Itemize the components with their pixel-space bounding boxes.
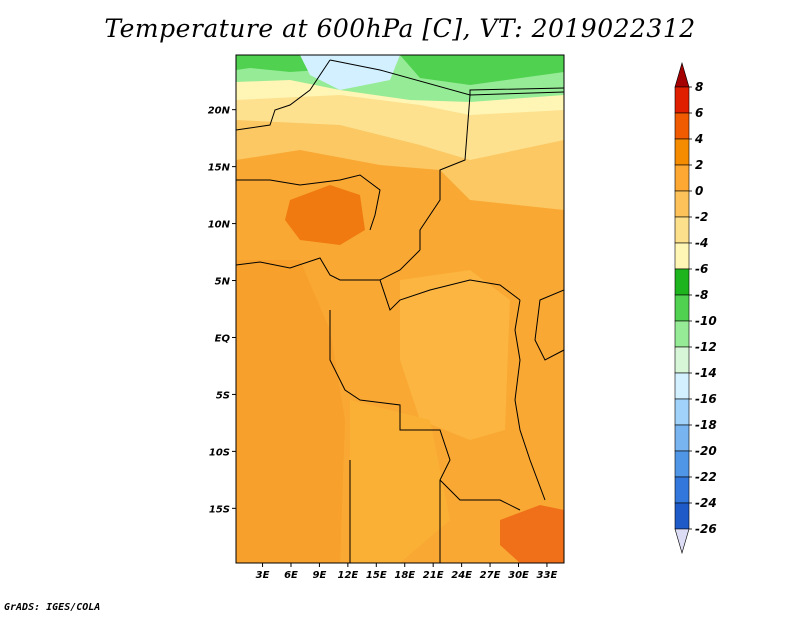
border-chad-sudan: [419, 94, 471, 250]
colorbar-label: 8: [695, 80, 703, 94]
x-tick-label: 27E: [480, 570, 501, 581]
colorbar-box: [674, 294, 690, 322]
colorbar-box: [674, 216, 690, 244]
chart-title: Temperature at 600hPa [C], VT: 201902231…: [104, 14, 696, 43]
colorbar-label: -12: [695, 340, 717, 354]
colorbar-label: -6: [695, 262, 708, 276]
y-tick-label: EQ: [215, 333, 231, 344]
colorbar-label: -20: [695, 444, 717, 458]
colorbar-box: [674, 424, 690, 452]
grads-credit: GrADS: IGES/COLA: [4, 602, 101, 613]
border-lake-victoria: [534, 289, 564, 361]
x-tick-label: 33E: [537, 570, 558, 581]
y-axis: 20N 15N 10N 5N EQ 5S 10S 15S: [208, 106, 236, 515]
border-drc-angola-zambia: [329, 310, 521, 511]
y-tick-label: 20N: [208, 106, 231, 117]
colorbar-label: -4: [695, 236, 708, 250]
y-tick-label: 10N: [208, 220, 231, 231]
colorbar-box: [674, 112, 690, 140]
colorbar-label: -14: [695, 366, 717, 380]
colorbar-label: 4: [694, 132, 703, 146]
field-south: [350, 400, 450, 563]
colorbar-box: [674, 190, 690, 218]
field-hotspot-nigeria: [285, 185, 365, 245]
y-tick-label: 5S: [216, 390, 230, 401]
colorbar-label: 0: [695, 184, 703, 198]
colorbar-label: -26: [695, 522, 717, 536]
border-car-drc: [379, 279, 521, 311]
y-tick-label: 10S: [209, 447, 230, 458]
border-niger-nigeria: [236, 174, 381, 231]
colorbar-box: [674, 450, 690, 478]
colorbar-label: -16: [695, 392, 717, 406]
x-tick-label: 9E: [313, 570, 327, 581]
field-congo: [400, 270, 510, 440]
x-tick-label: 21E: [423, 570, 444, 581]
field-hotspot-southeast: [500, 505, 564, 563]
colorbar-label: 2: [695, 158, 703, 172]
colorbar-box: [674, 372, 690, 400]
map-frame: [235, 54, 565, 564]
x-tick-label: 24E: [451, 570, 472, 581]
borders: [236, 59, 564, 563]
colorbar-box: [674, 502, 690, 530]
colorbar-box: [674, 242, 690, 270]
colorbar-box: [674, 138, 690, 166]
border-east: [514, 299, 546, 501]
colorbar-label: -10: [695, 314, 717, 328]
x-tick-label: 18E: [394, 570, 415, 581]
x-tick-label: 6E: [284, 570, 298, 581]
colorbar-box: [674, 164, 690, 192]
border-egypt: [469, 91, 564, 96]
temperature-field: [236, 55, 564, 563]
colorbar-label: 6: [695, 106, 703, 120]
colorbar-top-arrow: [674, 61, 690, 88]
colorbar-box: [674, 346, 690, 374]
colorbar-box: [674, 398, 690, 426]
colorbar-box: [674, 268, 690, 296]
x-tick-label: 3E: [256, 570, 270, 581]
x-tick-label: 30E: [508, 570, 529, 581]
field-ocean: [236, 260, 345, 563]
colorbar-label: -8: [695, 288, 708, 302]
x-axis: 3E 6E 9E 12E 15E 18E 21E 24E 27E 30E 33E: [256, 563, 558, 581]
colorbar-box: [674, 86, 690, 114]
colorbar-label: -18: [695, 418, 717, 432]
border-coast-gulf: [236, 249, 421, 281]
x-tick-label: 12E: [337, 570, 358, 581]
x-tick-label: 15E: [366, 570, 387, 581]
colorbar-box: [674, 476, 690, 504]
field-green-east: [400, 55, 564, 85]
border-west-sahara: [236, 59, 331, 131]
y-tick-label: 15N: [208, 163, 231, 174]
colorbar-label: -24: [695, 496, 717, 510]
colorbar-box: [674, 320, 690, 348]
colorbar-label: -22: [695, 470, 717, 484]
colorbar-label: -2: [695, 210, 708, 224]
colorbar: 8 6 4 2 0 -2 -4 -6 -8 -10 -12 -14 -16 -18 -20 -22 -24 -26: [674, 61, 717, 555]
field-cold-spot: [300, 55, 400, 90]
y-tick-label: 5N: [215, 277, 231, 288]
y-tick-label: 15S: [209, 504, 230, 515]
colorbar-bottom-arrow: [674, 528, 690, 555]
